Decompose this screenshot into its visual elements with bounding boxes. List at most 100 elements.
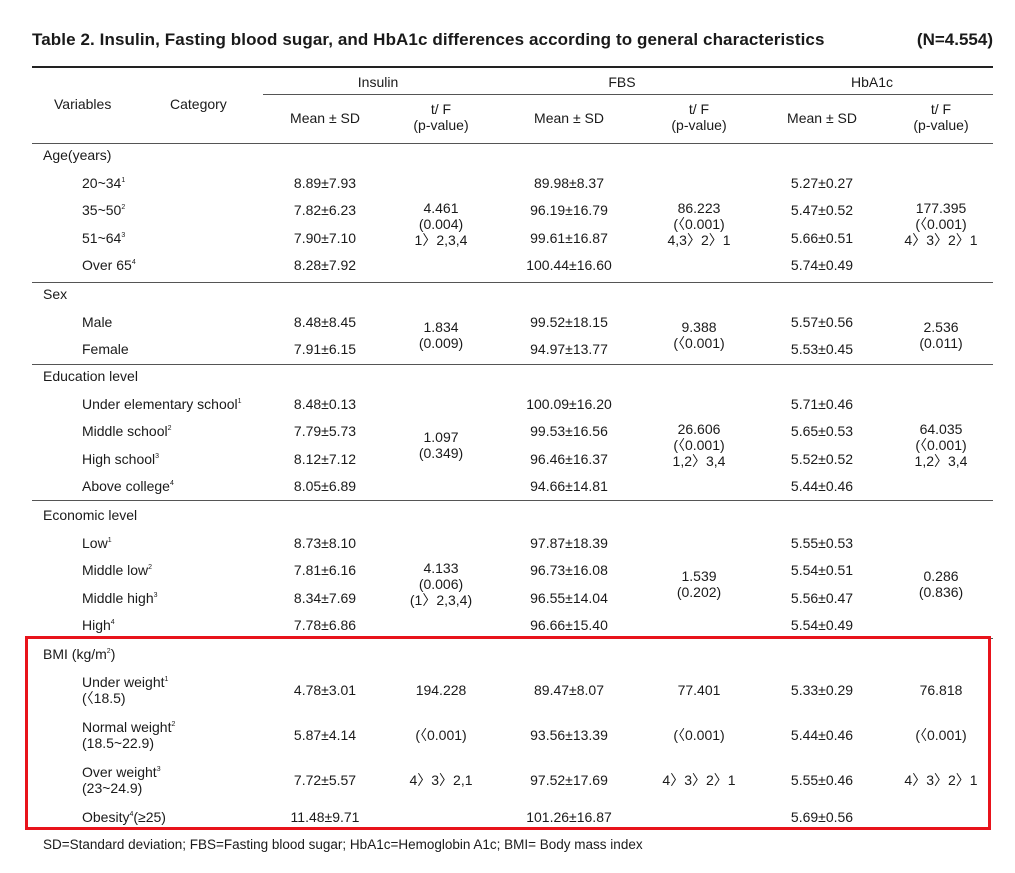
row-label-text: High school (82, 450, 156, 467)
hba1c-test-line: (0.836) (918, 583, 964, 600)
row-label-text: Male (82, 313, 113, 330)
group-separator (32, 500, 993, 501)
fbs-mean: 97.87±18.39 (530, 534, 608, 551)
hba1c-mean: 5.47±0.52 (790, 202, 854, 218)
bmi-insulin-mean: 7.72±5.57 (293, 772, 357, 788)
bmi-row-label-text: Normal weight (82, 719, 172, 735)
row-label: Above college4 (82, 478, 174, 494)
insulin-mean: 7.91±6.15 (293, 341, 357, 357)
bmi-hba1c-mean: 5.44±0.46 (790, 727, 854, 743)
bmi-row-label-text: Under weight (82, 674, 165, 690)
bmi-fbs-mean: 97.52±17.69 (530, 772, 608, 788)
row-label-text: High (82, 617, 111, 633)
fbs-mean: 94.97±13.77 (530, 341, 608, 357)
header-insulin-tf: t/ F (p-value) (413, 101, 468, 133)
row-label: Under elementary school1 (82, 396, 242, 412)
fbs-mean: 96.66±15.40 (530, 617, 608, 633)
insulin-mean: 8.12±7.12 (293, 450, 357, 467)
bmi-row-label-main: Obesity4(≥25) (82, 809, 166, 825)
row-label-text: Female (82, 341, 129, 357)
sample-size: (N=4.554) (916, 30, 993, 49)
row-label-sup: 3 (121, 231, 126, 239)
row-label-sup: 2 (148, 564, 153, 571)
hba1c-test-line: 64.035 (919, 420, 963, 437)
fbs-test-line: 9.388 (681, 319, 717, 336)
bmi-hba1c-test: (〈0.001) (915, 727, 967, 743)
hba1c-mean: 5.74±0.49 (790, 257, 854, 273)
fbs-test-line: (0.202) (676, 583, 722, 600)
insulin-test-line: (0.009) (418, 335, 464, 352)
row-label-sup: 3 (155, 452, 160, 460)
row-label-sup: 1 (121, 176, 126, 184)
group-name: Education level (43, 368, 138, 384)
row-label: Male (82, 314, 112, 330)
insulin-test-line: 4.461 (423, 199, 459, 216)
header-category: Category (170, 96, 227, 112)
hba1c-mean: 5.65±0.53 (790, 423, 854, 439)
header-fbs-tf: t/ F (p-value) (671, 101, 726, 133)
group-name: Economic level (43, 507, 138, 523)
bmi-row-label-main: Normal weight2 (82, 719, 175, 735)
bmi-row-label: Obesity4(≥25) (82, 809, 166, 825)
fbs-test-line: 26.606 (677, 420, 721, 437)
fbs-mean: 96.19±16.79 (530, 202, 608, 218)
bmi-row-label-range: (〈18.5) (82, 690, 126, 706)
insulin-mean: 8.48±8.45 (293, 313, 357, 330)
fbs-test: 1.539 (0.202) (677, 568, 721, 600)
bmi-insulin-mean: 11.48±9.71 (290, 809, 360, 825)
insulin-test-line: 1〉2,3,4 (414, 231, 468, 248)
fbs-test-line: 4,3〉2〉1 (667, 231, 731, 248)
hba1c-mean: 5.55±0.53 (790, 534, 854, 551)
hba1c-test: 0.286 (0.836) (919, 568, 963, 600)
bmi-row-label-sup: 4 (129, 811, 134, 818)
row-label-sup: 3 (153, 591, 158, 599)
bmi-row-label: Under weight1 (〈18.5) (82, 674, 168, 706)
hba1c-mean: 5.66±0.51 (790, 229, 854, 246)
fbs-test-line: (〈0.001) (673, 215, 725, 232)
row-label-sup: 2 (167, 425, 172, 432)
hba1c-mean: 5.57±0.56 (790, 313, 854, 330)
bmi-row-label-main: Over weight3 (82, 764, 161, 780)
row-label: Over 654 (82, 257, 136, 273)
insulin-mean: 7.82±6.23 (293, 202, 357, 218)
insulin-test: 4.133 (0.006) (1〉2,3,4) (410, 560, 472, 608)
row-label-text: Under elementary school (82, 395, 238, 412)
hba1c-test-line: 4〉3〉2〉1 (904, 231, 978, 248)
fbs-mean: 99.52±18.15 (530, 313, 608, 330)
bmi-fbs-test: 4〉3〉2〉1 (662, 772, 736, 788)
bmi-highlight-box (25, 636, 991, 830)
bmi-insulin-test: 4〉3〉2,1 (409, 772, 473, 788)
bmi-insulin-test: (〈0.001) (415, 727, 467, 743)
hba1c-mean: 5.56±0.47 (790, 589, 854, 606)
bmi-name-end: ) (110, 646, 116, 662)
hba1c-test: 2.536 (0.011) (919, 319, 962, 351)
header-bottom-rule (32, 143, 993, 144)
header-fbs-tf-label: t/ F (688, 101, 710, 117)
hba1c-mean: 5.53±0.45 (790, 341, 854, 357)
fbs-mean: 99.61±16.87 (530, 229, 608, 246)
row-label: Female (82, 341, 129, 357)
hba1c-mean: 5.71±0.46 (790, 395, 854, 412)
bmi-fbs-test: (〈0.001) (673, 727, 725, 743)
fbs-test: 9.388 (〈0.001) (673, 319, 724, 351)
hba1c-mean: 5.52±0.52 (790, 450, 854, 467)
header-fbs-mean: Mean ± SD (534, 110, 604, 126)
hba1c-mean: 5.54±0.51 (790, 562, 854, 578)
fbs-test-line: 1.539 (681, 567, 717, 584)
insulin-mean: 8.73±8.10 (293, 534, 357, 551)
row-label-text: Middle low (82, 562, 149, 578)
row-label-text: Middle school (82, 423, 168, 439)
bmi-hba1c-mean: 5.69±0.56 (790, 809, 854, 825)
bmi-row-label: Over weight3 (23~24.9) (82, 764, 161, 796)
row-label: Low1 (82, 535, 112, 551)
row-label: Middle school2 (82, 423, 172, 439)
bmi-row-label-range: (23~24.9) (82, 780, 143, 796)
insulin-test-line: 4.133 (423, 559, 459, 576)
insulin-mean: 8.34±7.69 (293, 589, 357, 606)
hba1c-test-line: (〈0.001) (915, 436, 967, 453)
header-fbs-pvalue: (p-value) (671, 117, 727, 133)
fbs-mean: 89.98±8.37 (534, 174, 604, 191)
insulin-test-line: 1.834 (423, 319, 459, 336)
header-insulin-mean: Mean ± SD (290, 110, 360, 126)
bmi-row-label: Normal weight2 (18.5~22.9) (82, 719, 175, 751)
